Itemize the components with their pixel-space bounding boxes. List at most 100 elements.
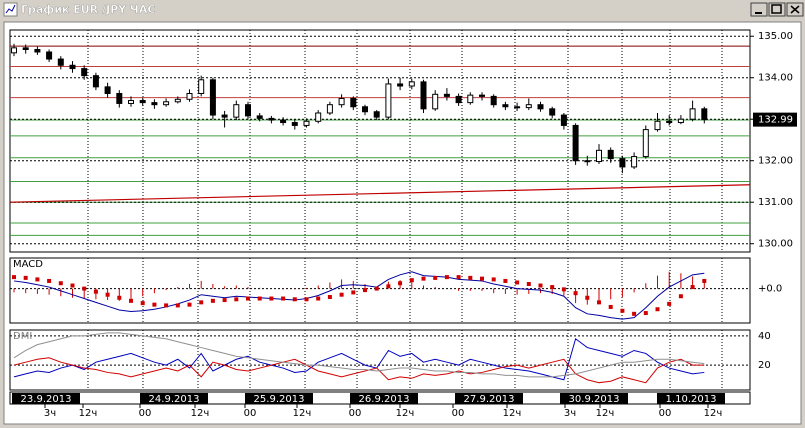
signal-dot [643,311,648,316]
signal-dot [12,275,16,280]
signal-dot [164,303,169,308]
signal-dot [281,296,286,301]
candle-body [455,95,462,104]
signal-dot [35,277,40,282]
minimize-button[interactable] [750,2,768,17]
candle-body [642,129,649,158]
candle-body [186,92,193,100]
signal-dot [363,288,367,293]
candle-body [338,97,345,106]
signal-dot [550,285,555,290]
date-box [657,393,725,404]
dmi-panel [9,329,751,391]
signal-dot [597,300,601,305]
date-label: 24.9.2013 [149,394,200,405]
hour-label: 00 [659,408,672,419]
signal-dot [23,275,28,280]
date-box [560,393,628,404]
signal-dot [93,289,98,294]
date-label: 26.9.2013 [359,394,410,405]
signal-dot [538,283,543,288]
signal-dot [690,285,695,290]
candle-body [116,92,123,104]
maximize-glyph [771,4,782,14]
candle-body [584,160,591,163]
hour-label: 00 [139,408,152,419]
last-price-label: 132.99 [758,115,793,126]
signal-dot [608,304,613,309]
candle-body [151,102,158,106]
candle-body [315,112,322,122]
candle-body [654,120,661,131]
window-buttons[interactable] [750,2,804,17]
signal-dot [409,278,414,283]
candle-body [596,149,602,163]
signal-dot [444,275,449,280]
signal-dot [561,287,566,292]
y-tick-label: 134.00 [758,73,793,84]
signal-dot [421,276,426,281]
date-label: 1.10.2013 [666,394,717,405]
candle-body [69,64,76,70]
y-tick-label: 20 [758,360,771,371]
signal-dot [175,303,180,308]
candle-body [221,114,228,118]
signal-dot [222,298,227,303]
signal-dot [515,280,520,285]
candle-body [631,156,638,168]
close-glyph [790,5,800,14]
signal-dot [585,295,590,300]
signal-dot [257,296,262,301]
candle-body [432,93,439,110]
candle-body [549,108,556,116]
candle-body [666,120,673,124]
signal-dot [117,295,122,300]
signal-dot [269,296,274,301]
signal-dot [316,296,321,301]
signal-dot [292,297,297,302]
signal-dot [678,294,683,299]
date-box [350,393,418,404]
trend-line [9,184,751,203]
signal-dot [140,301,145,306]
y-tick-label: 135.00 [758,31,793,42]
y-tick-label: 40 [758,331,771,342]
signal-dot [632,311,637,316]
candle-body [233,104,240,118]
y-tick-label: 131.00 [758,197,793,208]
signal-dot [105,292,110,297]
signal-dot [655,307,660,312]
signal-dot [456,275,461,280]
hour-label: 12ч [503,408,522,419]
candle-body [46,51,53,60]
signal-dot [503,278,508,283]
candle-body [139,100,146,104]
candle-body [443,93,450,97]
signal-dot [433,275,438,280]
candle-body [245,104,251,117]
date-box [455,393,523,404]
hour-label: 00 [452,408,465,419]
candle-body [619,158,626,168]
signal-dot [573,291,578,296]
date-label: 27.9.2013 [464,394,515,405]
signal-dot [327,295,332,299]
signal-dot [199,300,204,305]
hour-label: 12ч [79,408,98,419]
dmi-line [13,332,705,378]
candle-body [490,95,497,106]
signal-dot [47,278,52,283]
signal-dot [480,276,484,281]
candle-body [408,81,415,87]
candle-body [362,106,368,113]
signal-dot [526,282,531,286]
macd-panel [9,257,751,324]
date-label: 30.9.2013 [569,394,620,405]
hour-label: 3ч [44,408,56,419]
panel-title: DMI [13,331,32,342]
signal-dot [398,281,403,286]
signal-dot [491,277,496,282]
candle-body [467,94,474,104]
title-bar [1,1,804,18]
signal-dot [351,290,356,295]
